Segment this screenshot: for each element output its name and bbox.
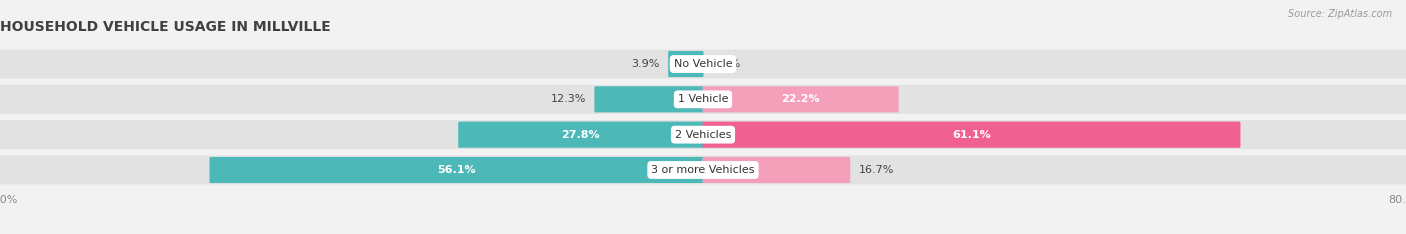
FancyBboxPatch shape: [703, 157, 851, 183]
FancyBboxPatch shape: [703, 86, 898, 112]
FancyBboxPatch shape: [0, 85, 1406, 114]
FancyBboxPatch shape: [703, 122, 1240, 148]
Text: 61.1%: 61.1%: [952, 130, 991, 140]
Text: 3.9%: 3.9%: [631, 59, 659, 69]
Text: 16.7%: 16.7%: [859, 165, 894, 175]
FancyBboxPatch shape: [209, 157, 703, 183]
Text: 1 Vehicle: 1 Vehicle: [678, 94, 728, 104]
FancyBboxPatch shape: [0, 120, 1406, 149]
Text: No Vehicle: No Vehicle: [673, 59, 733, 69]
Text: 27.8%: 27.8%: [561, 130, 600, 140]
FancyBboxPatch shape: [458, 122, 703, 148]
Text: 56.1%: 56.1%: [437, 165, 475, 175]
Text: 12.3%: 12.3%: [551, 94, 586, 104]
FancyBboxPatch shape: [0, 50, 1406, 78]
FancyBboxPatch shape: [595, 86, 703, 112]
Text: 2 Vehicles: 2 Vehicles: [675, 130, 731, 140]
Text: 0.0%: 0.0%: [711, 59, 740, 69]
FancyBboxPatch shape: [0, 156, 1406, 184]
Text: Source: ZipAtlas.com: Source: ZipAtlas.com: [1288, 9, 1392, 19]
FancyBboxPatch shape: [668, 51, 703, 77]
Text: 3 or more Vehicles: 3 or more Vehicles: [651, 165, 755, 175]
Text: HOUSEHOLD VEHICLE USAGE IN MILLVILLE: HOUSEHOLD VEHICLE USAGE IN MILLVILLE: [0, 20, 330, 34]
Text: 22.2%: 22.2%: [782, 94, 820, 104]
